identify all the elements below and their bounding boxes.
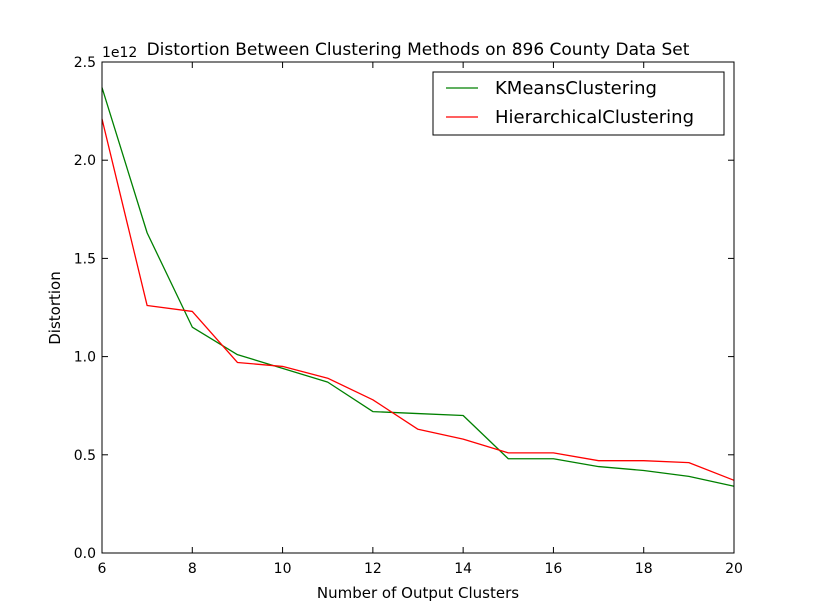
x-tick-label: 16	[545, 561, 563, 577]
series-line-hierarchicalclustering	[101, 118, 735, 481]
y-tick-label: 0.0	[74, 546, 96, 562]
y-tick-label: 1.5	[74, 251, 96, 267]
legend-label: HierarchicalClustering	[495, 107, 694, 128]
x-tick-label: 20	[725, 561, 743, 577]
x-tick-label: 6	[98, 561, 107, 577]
plot-area	[101, 87, 735, 487]
y-offset-label: 1e12	[102, 45, 137, 61]
x-tick-label: 8	[188, 561, 197, 577]
y-axis-label: Distortion	[46, 271, 64, 345]
x-tick-label: 12	[364, 561, 382, 577]
legend-box	[432, 71, 725, 136]
series-line-kmeansclustering	[101, 87, 735, 487]
x-axis-label: Number of Output Clusters	[317, 584, 519, 602]
x-tick-label: 14	[454, 561, 472, 577]
y-tick-label: 1.0	[74, 350, 96, 366]
y-tick-label: 2.0	[74, 153, 96, 169]
y-tick-label: 0.5	[74, 448, 96, 464]
axis-ticks: 6 8 10 12 14 16 18 20 0.0 0.5 1.0 1.5 2.0 2.5	[74, 55, 743, 577]
axes-frame	[101, 61, 735, 554]
x-tick-label: 10	[274, 561, 292, 577]
chart-title: Distortion Between Clustering Methods on…	[147, 40, 690, 60]
y-tick-label: 2.5	[74, 55, 96, 71]
x-tick-label: 18	[635, 561, 653, 577]
legend-label: KMeansClustering	[495, 78, 657, 99]
legend: KMeansClustering HierarchicalClustering	[432, 71, 725, 136]
